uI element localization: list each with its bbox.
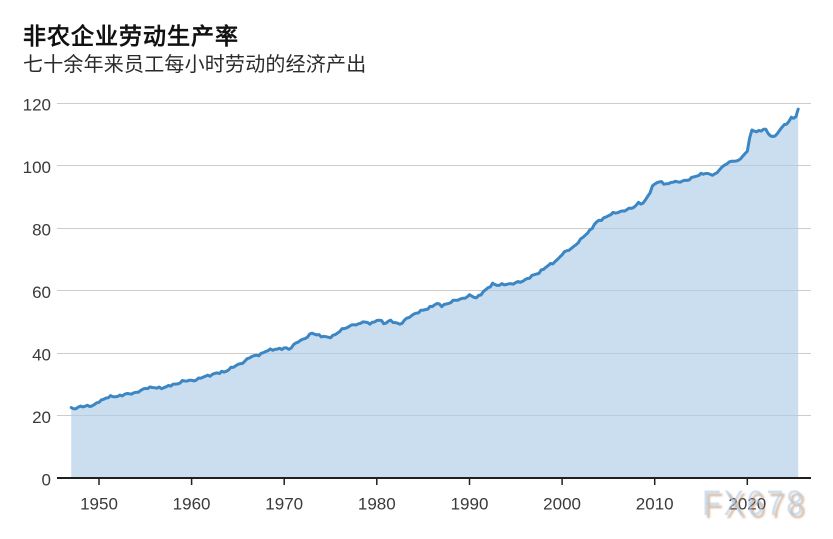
svg-text:2000: 2000 <box>543 495 581 514</box>
svg-text:1970: 1970 <box>265 495 303 514</box>
svg-text:20: 20 <box>32 408 51 427</box>
svg-text:80: 80 <box>32 221 51 240</box>
svg-text:40: 40 <box>32 346 51 365</box>
svg-text:100: 100 <box>23 158 51 177</box>
svg-text:1960: 1960 <box>173 495 211 514</box>
svg-text:0: 0 <box>42 471 51 490</box>
svg-text:60: 60 <box>32 283 51 302</box>
svg-text:1980: 1980 <box>358 495 396 514</box>
svg-text:2010: 2010 <box>636 495 674 514</box>
svg-text:120: 120 <box>23 96 51 115</box>
svg-text:1950: 1950 <box>80 495 118 514</box>
svg-text:1990: 1990 <box>451 495 489 514</box>
svg-text:2020: 2020 <box>728 495 766 514</box>
